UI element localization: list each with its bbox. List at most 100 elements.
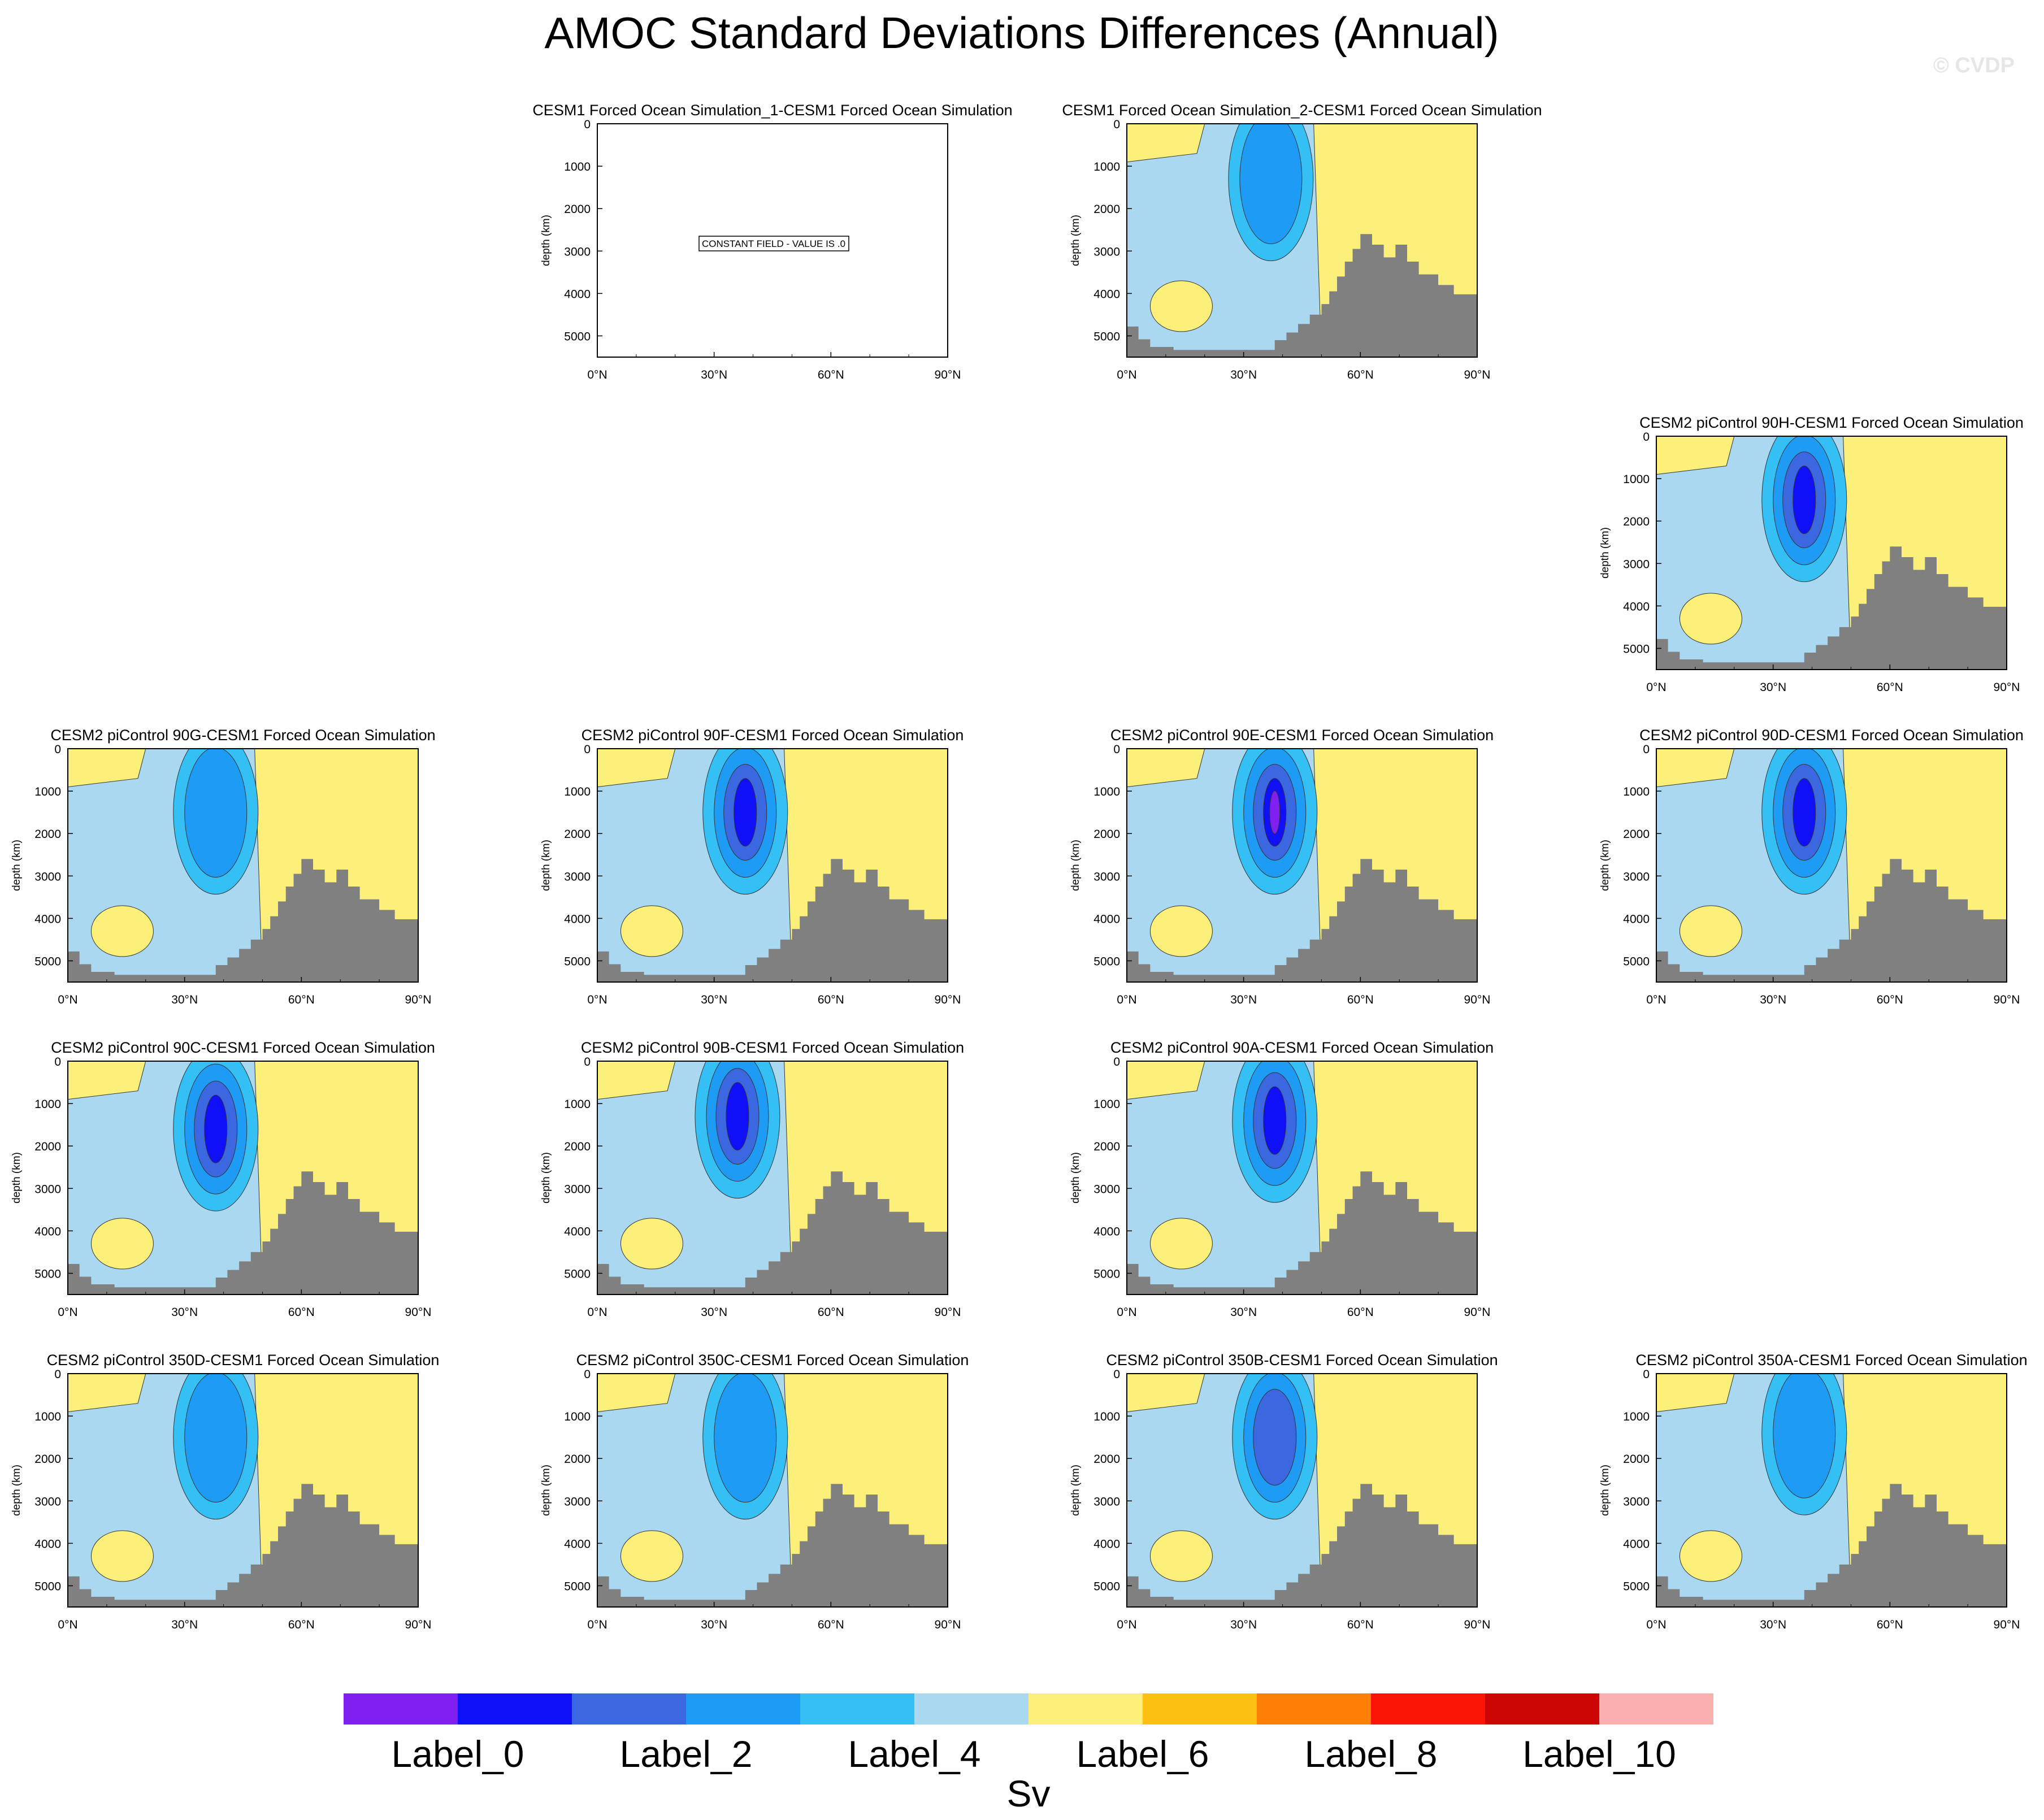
plot-frame (1126, 748, 1478, 983)
xtick-label: 30°N (1230, 993, 1257, 1006)
ytick-label: 5000 (564, 955, 591, 968)
panel-10: CESM2 piControl 350D-CESM1 Forced Ocean … (11, 1352, 439, 1631)
ytick-label: 2000 (34, 1140, 61, 1153)
panel-title: CESM2 piControl 90G-CESM1 Forced Ocean S… (50, 727, 435, 744)
ytick-label: 2000 (1093, 1453, 1120, 1466)
ytick-label: 5000 (1093, 1580, 1120, 1593)
positive-region-abyss (90, 1530, 154, 1582)
xtick-label: 60°N (818, 1618, 844, 1631)
xtick-label: 0°N (1646, 993, 1666, 1006)
xtick-label: 0°N (1117, 368, 1136, 381)
ytick-label: 2000 (564, 203, 591, 216)
panel-4: CESM2 piControl 90F-CESM1 Forced Ocean S… (540, 727, 964, 1006)
ytick-label: 4000 (564, 913, 591, 926)
panel-1: CESM1 Forced Ocean Simulation_2-CESM1 Fo… (1062, 102, 1542, 381)
ytick-label: 0 (1643, 743, 1650, 756)
ytick-label: 4000 (34, 1537, 61, 1550)
ytick-label: 5000 (1093, 1267, 1120, 1280)
xtick-label: 0°N (1117, 1618, 1136, 1631)
contour-level-3 (184, 1374, 248, 1503)
bathymetry (1656, 546, 2007, 670)
ytick-label: 5000 (564, 1580, 591, 1593)
panel-title: CESM2 piControl 90A-CESM1 Forced Ocean S… (1110, 1039, 1494, 1056)
ytick-label: 1000 (1093, 160, 1120, 173)
bathymetry (597, 859, 948, 982)
xtick-label: 30°N (1760, 993, 1786, 1006)
ylabel: depth (km) (1070, 1152, 1082, 1204)
ytick-label: 1000 (1623, 473, 1650, 486)
ylabel: depth (km) (540, 1152, 552, 1204)
ytick-label: 2000 (1093, 1140, 1120, 1153)
plot-frame (1656, 748, 2007, 983)
ytick-label: 4000 (564, 1537, 591, 1550)
contour-level-1 (1793, 778, 1816, 847)
ylabel: depth (km) (1599, 1465, 1611, 1516)
figure-title: AMOC Standard Deviations Differences (An… (544, 8, 1499, 58)
ytick-label: 5000 (1623, 955, 1650, 968)
xtick-label: 30°N (171, 1618, 198, 1631)
ylabel: depth (km) (540, 840, 552, 891)
colorbar-swatch (1485, 1693, 1599, 1725)
panel-6: CESM2 piControl 90D-CESM1 Forced Ocean S… (1599, 727, 2024, 1006)
positive-region-west (1656, 1374, 1735, 1413)
ytick-label: 0 (584, 1368, 591, 1381)
xtick-label: 90°N (1464, 368, 1491, 381)
xtick-label: 90°N (405, 1306, 432, 1319)
plot-area (1656, 436, 2007, 670)
plot-area (1127, 124, 1477, 357)
positive-region-abyss (90, 905, 154, 957)
xtick-label: 60°N (288, 1618, 315, 1631)
xtick-label: 90°N (935, 993, 961, 1006)
ytick-label: 3000 (34, 1495, 61, 1508)
ytick-label: 4000 (1093, 913, 1120, 926)
ytick-label: 3000 (1093, 1495, 1120, 1508)
contour-level-1 (1263, 1086, 1287, 1155)
xtick-label: 60°N (1347, 993, 1374, 1006)
ytick-label: 0 (584, 1055, 591, 1068)
contour-level-1 (204, 1094, 228, 1163)
ytick-label: 4000 (34, 913, 61, 926)
ylabel: depth (km) (540, 1465, 552, 1516)
plot-frame (1126, 1373, 1478, 1608)
panel-title: CESM1 Forced Ocean Simulation_1-CESM1 Fo… (532, 102, 1012, 119)
ytick-label: 1000 (1093, 1098, 1120, 1111)
xtick-label: 60°N (1347, 1306, 1374, 1319)
plot-frame (67, 748, 419, 983)
panel-title: CESM2 piControl 90F-CESM1 Forced Ocean S… (581, 727, 964, 744)
ytick-label: 0 (1113, 118, 1120, 131)
panel-title: CESM2 piControl 90E-CESM1 Forced Ocean S… (1110, 727, 1494, 744)
ytick-label: 5000 (564, 330, 591, 343)
ytick-label: 5000 (34, 955, 61, 968)
ytick-label: 0 (54, 743, 61, 756)
ytick-label: 5000 (1623, 642, 1650, 655)
colorbar: Label_0 Label_2 Label_4 Label_6 Label_8 Label… (344, 1693, 1713, 1814)
ytick-label: 4000 (1623, 913, 1650, 926)
ytick-label: 1000 (34, 1098, 61, 1111)
ytick-label: 2000 (1093, 828, 1120, 841)
ytick-label: 1000 (564, 785, 591, 798)
bathymetry (68, 1171, 418, 1295)
plot-area (597, 749, 948, 982)
xtick-label: 0°N (587, 993, 607, 1006)
bathymetry (1127, 1171, 1477, 1295)
panel-title: CESM2 piControl 90D-CESM1 Forced Ocean S… (1639, 727, 2024, 744)
plot-frame (597, 748, 948, 983)
plot-area (1127, 749, 1477, 982)
plot-area (1656, 1374, 2007, 1607)
panel-3: CESM2 piControl 90G-CESM1 Forced Ocean S… (11, 727, 436, 1006)
xtick-label: 0°N (1117, 993, 1136, 1006)
ytick-label: 4000 (1623, 600, 1650, 613)
colorbar-swatch (686, 1693, 800, 1725)
xtick-label: 0°N (587, 368, 607, 381)
colorbar-swatch (1143, 1693, 1257, 1725)
positive-region-abyss (1149, 280, 1213, 332)
contour-level-1 (1793, 466, 1816, 535)
ytick-label: 3000 (1093, 870, 1120, 883)
positive-region-west (68, 749, 146, 788)
ytick-label: 1000 (1623, 1410, 1650, 1423)
ytick-label: 1000 (34, 1410, 61, 1423)
xtick-label: 30°N (171, 1306, 198, 1319)
positive-region-abyss (1679, 593, 1742, 645)
ytick-label: 5000 (34, 1267, 61, 1280)
positive-region-abyss (1679, 1530, 1742, 1582)
